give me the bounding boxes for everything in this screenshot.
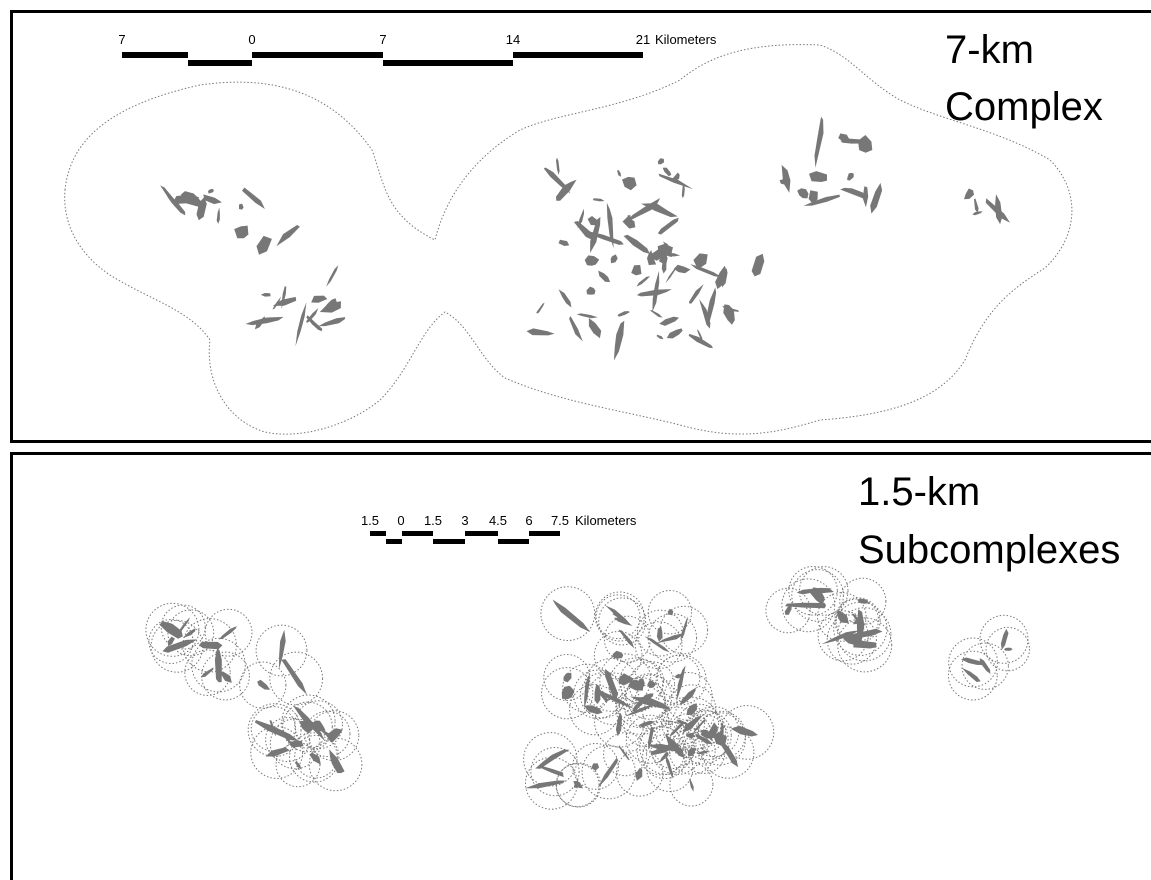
scale-segment (529, 531, 560, 536)
scale-segment (122, 52, 188, 58)
scale-segment (188, 60, 252, 66)
panel-title: Subcomplexes (858, 528, 1120, 572)
scale-label: 1.5 (361, 513, 379, 528)
scale-label: 7.5 (551, 513, 569, 528)
scale-segment (402, 531, 433, 536)
panel-title: Complex (945, 85, 1103, 129)
panel-title: 1.5-km (858, 470, 980, 514)
scale-label: 3 (461, 513, 468, 528)
scale-unit: Kilometers (575, 513, 637, 528)
scale-label: 0 (248, 32, 255, 47)
scale-segment (513, 52, 643, 58)
scale-label: 1.5 (424, 513, 442, 528)
scale-segment (370, 531, 386, 536)
scale-segment (383, 60, 513, 66)
scale-label: 21 (636, 32, 650, 47)
scale-segment (465, 531, 498, 536)
scale-segment (433, 539, 465, 544)
scale-label: 7 (379, 32, 386, 47)
scale-label: 14 (506, 32, 520, 47)
scale-label: 6 (525, 513, 532, 528)
scale-segment (498, 539, 529, 544)
scale-segment (386, 539, 402, 544)
scale-label: 0 (397, 513, 404, 528)
panel-title: 7-km (945, 28, 1034, 72)
scale-label: 7 (118, 32, 125, 47)
scale-unit: Kilometers (655, 32, 717, 47)
figure: 7 0 7 14 21 Kilometers 7-km Complex 1.5 … (0, 0, 1151, 880)
scale-segment (252, 52, 383, 58)
scale-label: 4.5 (489, 513, 507, 528)
